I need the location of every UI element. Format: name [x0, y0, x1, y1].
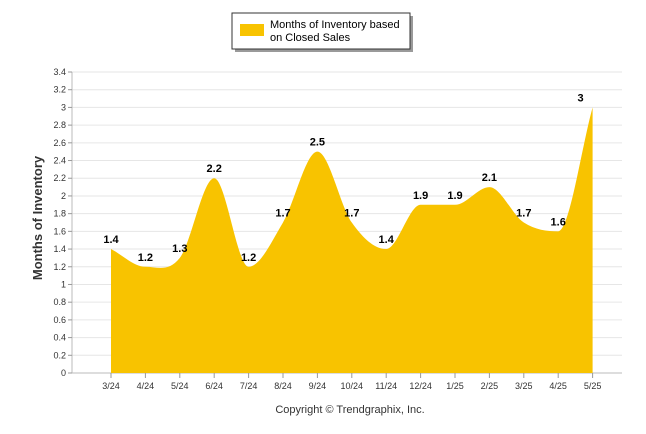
x-tick-label: 5/24	[171, 381, 189, 391]
x-tick-label: 7/24	[240, 381, 258, 391]
y-tick-label: 0.8	[53, 297, 66, 307]
inventory-area	[111, 107, 593, 373]
y-tick-label: 0.6	[53, 315, 66, 325]
data-label: 2.5	[310, 137, 325, 149]
y-tick-label: 1.6	[53, 226, 66, 236]
y-tick-label: 1	[61, 279, 66, 289]
data-label: 1.6	[551, 216, 566, 228]
x-tick-label: 3/24	[102, 381, 120, 391]
data-label: 1.2	[138, 252, 153, 264]
x-tick-label: 9/24	[309, 381, 327, 391]
data-label: 1.9	[413, 190, 428, 202]
data-label: 1.7	[516, 208, 531, 220]
x-tick-label: 2/25	[481, 381, 499, 391]
x-tick-label: 11/24	[375, 381, 397, 391]
data-label: 3	[578, 92, 584, 104]
data-label: 2.1	[482, 172, 497, 184]
legend: Months of Inventory based on Closed Sale…	[231, 12, 413, 52]
legend-swatch	[240, 24, 264, 36]
data-label: 1.2	[241, 252, 256, 264]
x-tick-label: 12/24	[409, 381, 432, 391]
y-tick-label: 2.4	[53, 156, 66, 166]
x-tick-label: 3/25	[515, 381, 533, 391]
data-label: 1.3	[172, 243, 187, 255]
y-tick-label: 2.6	[53, 138, 66, 148]
y-tick-label: 2.8	[53, 120, 66, 130]
y-tick-label: 2	[61, 191, 66, 201]
data-label: 1.7	[344, 208, 359, 220]
y-tick-label: 3.2	[53, 85, 66, 95]
data-label: 1.7	[275, 208, 290, 220]
legend-label-line2: on Closed Sales	[270, 32, 351, 44]
data-label: 1.4	[103, 234, 119, 246]
y-axis-label: Months of Inventory	[30, 155, 45, 280]
x-tick-label: 10/24	[341, 381, 364, 391]
x-tick-label: 5/25	[584, 381, 602, 391]
x-tick-label: 8/24	[274, 381, 292, 391]
y-tick-label: 1.2	[53, 262, 66, 272]
y-tick-label: 0	[61, 368, 66, 378]
x-tick-label: 4/24	[137, 381, 155, 391]
data-label: 1.9	[447, 190, 462, 202]
y-tick-label: 0.4	[53, 333, 66, 343]
data-label: 1.4	[379, 234, 395, 246]
y-tick-label: 1.4	[53, 244, 66, 254]
data-label: 2.2	[207, 163, 222, 175]
x-tick-label: 4/25	[549, 381, 567, 391]
y-tick-label: 3.4	[53, 67, 66, 77]
y-tick-label: 2.2	[53, 173, 66, 183]
x-axis-ticks: 3/24 4/24 5/24 6/24 7/24 8/24 9/24 10/24 11/24 12…	[102, 373, 601, 391]
x-tick-label: 6/24	[205, 381, 223, 391]
copyright-footer: Copyright © Trendgraphix, Inc.	[275, 404, 424, 416]
y-tick-label: 0.2	[53, 350, 66, 360]
y-axis-ticks: 0 0.2 0.4 0.6 0.8 1 1.2 1.4 1.6 1.8 2 2.2 2.4 2.6 2.8 3…	[53, 67, 72, 378]
legend-label-line1: Months of Inventory based	[270, 19, 400, 31]
y-tick-label: 3	[61, 102, 66, 112]
data-labels: 1.4 1.2 1.3 2.2 1.2 1.7 2.5 1.7 1.4 1.9 1.9 2.1 1.7 1…	[103, 92, 583, 263]
y-tick-label: 1.8	[53, 209, 66, 219]
x-tick-label: 1/25	[446, 381, 464, 391]
